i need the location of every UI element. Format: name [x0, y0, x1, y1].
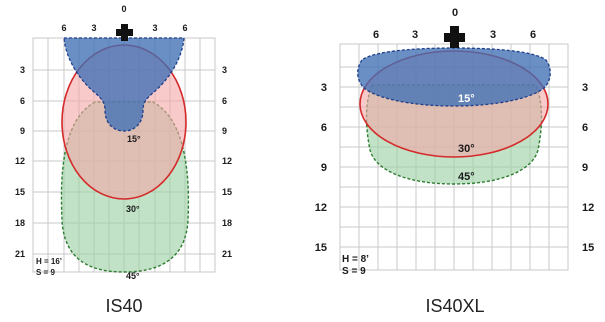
is40-left-label: 12	[15, 156, 25, 166]
is40-right-label: 6	[222, 96, 227, 106]
is40xl-beam-15	[357, 47, 551, 107]
is40-left-label: 6	[20, 96, 25, 106]
is40xl-top-label: 3	[490, 29, 496, 41]
is40-spacing-note: S = 9	[36, 268, 55, 277]
is40xl-top-label: 3	[412, 29, 418, 41]
is40-top-center-label: 0	[121, 4, 126, 14]
is40xl-caption: IS40XL	[425, 296, 484, 316]
is40xl-right-label: 15	[582, 242, 594, 254]
is40xl-top-label: 6	[530, 29, 536, 41]
is40xl-right-label: 9	[582, 162, 588, 174]
is40-top-label: 3	[152, 23, 157, 33]
is40-angle-15-label: 15°	[127, 134, 141, 144]
is40xl-top-center-label: 0	[452, 7, 458, 19]
is40xl-angle-30-label: 30°	[458, 143, 475, 155]
is40-diagram: 0 6 3 3 6 3 6 9 12 15 18 21 3 6 9 12 15 …	[15, 4, 232, 316]
is40-caption: IS40	[105, 296, 142, 316]
is40-right-label: 9	[222, 126, 227, 136]
is40xl-right-label: 12	[582, 202, 594, 214]
is40xl-top-label: 6	[373, 29, 379, 41]
is40-right-label: 18	[222, 218, 232, 228]
is40xl-diagram: 0 6 3 3 6 3 6 9 12 15 3 6 9 12 15 15° 30…	[315, 7, 595, 316]
is40xl-spacing-note: S = 9	[342, 266, 366, 277]
is40-left-label: 3	[20, 65, 25, 75]
is40xl-height-note: H = 8’	[342, 254, 369, 265]
is40xl-angle-15-label: 15°	[458, 93, 475, 105]
is40-right-label: 15	[222, 187, 232, 197]
is40xl-fixture-icon	[444, 26, 465, 48]
is40-top-label: 3	[91, 23, 96, 33]
is40-left-label: 18	[15, 218, 25, 228]
is40xl-angle-45-label: 45°	[458, 171, 475, 183]
is40-fixture-icon	[116, 24, 133, 41]
is40xl-right-label: 6	[582, 122, 588, 134]
is40-left-label: 9	[20, 126, 25, 136]
is40-right-label: 12	[222, 156, 232, 166]
is40-right-label: 21	[222, 249, 232, 259]
is40-angle-30-label: 30°	[126, 204, 140, 214]
is40-top-label: 6	[61, 23, 66, 33]
is40xl-right-label: 3	[582, 82, 588, 94]
is40-right-label: 3	[222, 65, 227, 75]
is40xl-left-label: 12	[315, 202, 327, 214]
is40xl-left-label: 9	[321, 162, 327, 174]
is40xl-left-label: 6	[321, 122, 327, 134]
is40-top-label: 6	[182, 23, 187, 33]
is40-left-label: 21	[15, 249, 25, 259]
is40-left-label: 15	[15, 187, 25, 197]
is40xl-left-label: 3	[321, 82, 327, 94]
is40-beam-15	[63, 37, 185, 132]
is40-height-note: H = 16’	[36, 257, 62, 266]
is40xl-left-label: 15	[315, 242, 327, 254]
is40-angle-45-label: 45°	[126, 271, 140, 281]
